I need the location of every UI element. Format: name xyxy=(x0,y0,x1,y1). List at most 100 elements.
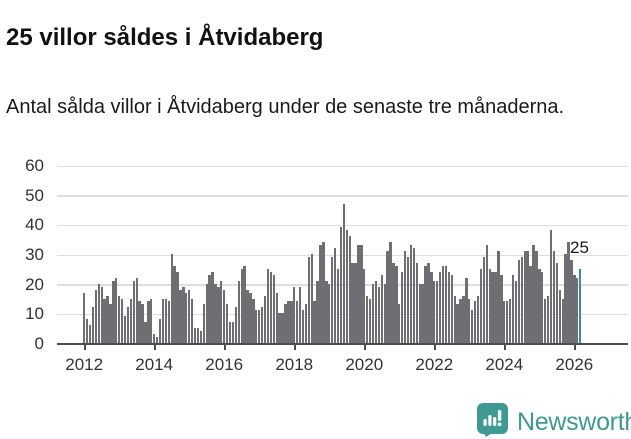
bar xyxy=(523,251,526,343)
bar xyxy=(535,251,538,343)
bar xyxy=(517,259,521,343)
bar xyxy=(193,328,197,343)
bar xyxy=(538,268,541,343)
bar xyxy=(237,280,240,343)
bar xyxy=(269,271,273,343)
bar xyxy=(161,298,165,343)
bar xyxy=(392,262,395,343)
bar xyxy=(471,310,474,343)
bar xyxy=(424,265,427,343)
bar xyxy=(491,271,494,343)
bar xyxy=(508,298,512,343)
bar xyxy=(185,292,188,343)
x-tick-mark xyxy=(294,344,296,350)
bar xyxy=(374,280,378,343)
bar xyxy=(173,265,176,343)
bar xyxy=(328,283,331,343)
bar xyxy=(325,280,328,343)
bar xyxy=(558,289,561,343)
bar xyxy=(240,268,243,343)
x-tick-label: 2014 xyxy=(135,355,174,374)
bar xyxy=(141,304,144,343)
bar xyxy=(444,265,448,343)
bar xyxy=(123,316,127,343)
bar xyxy=(450,274,453,343)
bar xyxy=(462,295,465,343)
bar xyxy=(150,298,153,343)
bar xyxy=(380,274,383,343)
gridline xyxy=(57,165,628,167)
x-tick-mark xyxy=(504,344,506,350)
bar xyxy=(395,265,398,343)
last-value-label: 25 xyxy=(570,238,589,257)
y-tick-label: 30 xyxy=(25,245,44,264)
gridline xyxy=(57,254,628,256)
bar xyxy=(377,286,381,343)
y-tick-label: 10 xyxy=(25,304,44,324)
bar xyxy=(246,289,249,343)
bar xyxy=(126,307,130,343)
bar xyxy=(482,256,486,343)
bar xyxy=(456,304,459,343)
bar xyxy=(409,245,413,343)
bar xyxy=(403,251,407,343)
bar xyxy=(427,262,430,343)
bar xyxy=(406,256,410,343)
bar xyxy=(272,274,275,343)
bar xyxy=(430,271,433,343)
bar xyxy=(284,304,287,343)
bar xyxy=(500,274,503,343)
bar xyxy=(441,265,445,343)
bar xyxy=(91,307,95,343)
x-tick-mark xyxy=(154,344,156,350)
bar xyxy=(564,254,567,343)
x-tick-label: 2016 xyxy=(205,355,244,374)
bar xyxy=(485,245,488,343)
bar xyxy=(342,203,346,343)
x-tick-mark xyxy=(574,344,576,350)
bar xyxy=(526,251,529,343)
bar xyxy=(389,242,392,343)
bar xyxy=(88,325,92,343)
chart-subtitle: Antal sålda villor i Åtvidaberg under de… xyxy=(6,96,565,118)
x-tick-mark xyxy=(224,344,226,350)
bar xyxy=(167,301,170,343)
bar xyxy=(129,298,133,343)
y-tick-label: 60 xyxy=(25,156,44,175)
bar xyxy=(290,301,293,343)
bar xyxy=(293,286,296,343)
x-tick-label: 2026 xyxy=(555,355,594,374)
bar xyxy=(287,301,290,343)
bar xyxy=(310,254,313,343)
bar xyxy=(153,334,156,343)
bar xyxy=(476,295,480,343)
bar xyxy=(231,322,235,343)
y-tick-label: 40 xyxy=(25,215,44,235)
bar xyxy=(255,310,258,343)
newsworthy-logo[interactable]: Newsworthy xyxy=(476,402,631,439)
bar xyxy=(322,242,325,343)
bar xyxy=(555,262,558,343)
bar xyxy=(514,280,518,343)
bar xyxy=(371,283,375,343)
x-tick-label: 2018 xyxy=(275,355,314,374)
bar xyxy=(520,256,523,343)
bar xyxy=(196,328,200,343)
bar xyxy=(319,245,322,343)
bar xyxy=(120,298,124,343)
bar xyxy=(179,289,182,343)
bar xyxy=(266,268,270,343)
bar xyxy=(103,298,106,343)
bar xyxy=(138,301,141,343)
bar xyxy=(552,251,556,343)
bar xyxy=(421,283,424,343)
bar xyxy=(354,262,357,343)
bar xyxy=(252,298,255,343)
bar xyxy=(85,319,89,343)
x-tick-mark xyxy=(84,344,86,350)
bar xyxy=(336,268,340,343)
bar xyxy=(412,248,416,343)
bar xyxy=(473,301,477,343)
bar xyxy=(479,268,483,343)
